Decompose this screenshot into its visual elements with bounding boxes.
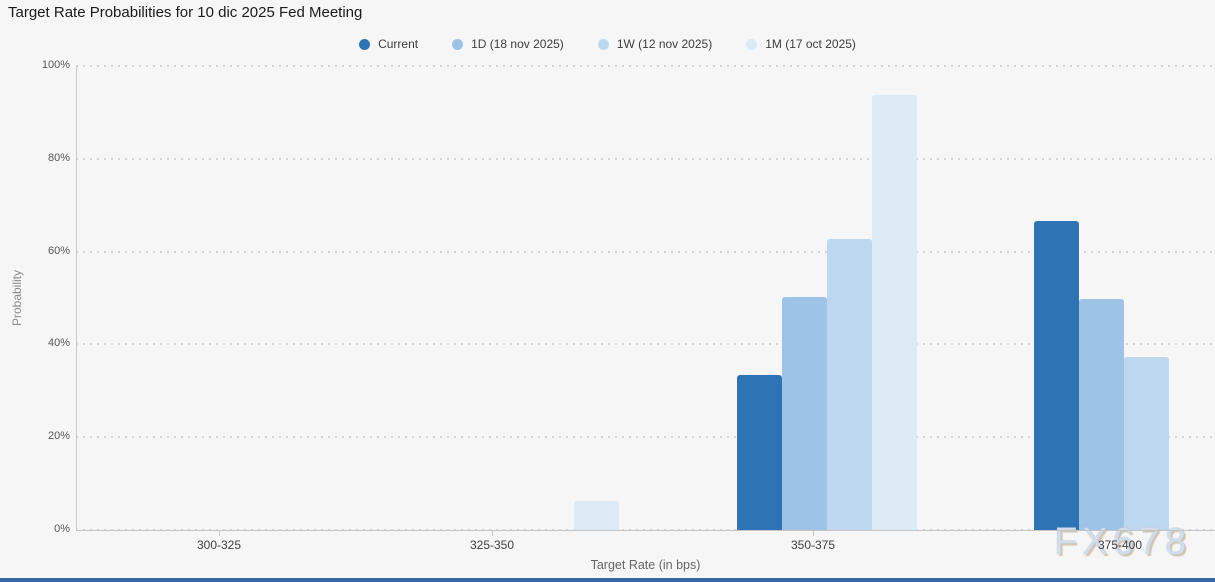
y-gridline (76, 343, 1215, 346)
y-tick-label: 0% (54, 523, 70, 535)
y-gridline (76, 250, 1215, 253)
bar-1d-375-400[interactable] (1079, 298, 1124, 530)
legend-label: 1D (18 nov 2025) (471, 37, 564, 51)
legend-label: Current (378, 37, 419, 51)
bar-current-375-400[interactable] (1034, 221, 1079, 530)
x-tick-mark (1120, 531, 1121, 536)
chart-title: Target Rate Probabilities for 10 dic 202… (8, 4, 363, 21)
y-axis-title: Probability (10, 269, 24, 327)
x-tick-label-350-375: 350-375 (790, 538, 836, 552)
bar-1d-350-375[interactable] (782, 297, 827, 530)
legend-marker-icon (746, 38, 758, 50)
y-tick-label: 100% (41, 59, 70, 71)
bar-1m-325-350[interactable] (574, 500, 619, 530)
y-tick-label: 60% (47, 244, 70, 257)
x-tick-mark (813, 531, 814, 536)
legend-label: 1M (17 oct 2025) (765, 37, 856, 51)
x-tick-mark (492, 531, 493, 536)
y-gridline (76, 157, 1215, 160)
y-gridline (76, 436, 1215, 439)
y-axis-line (76, 66, 77, 530)
bar-1m-350-375[interactable] (872, 95, 917, 530)
bar-1w-375-400[interactable] (1124, 357, 1169, 530)
legend-item-1m[interactable]: 1M (17 oct 2025) (746, 37, 856, 51)
legend-marker-icon (597, 38, 609, 50)
x-tick-mark (219, 531, 220, 536)
y-tick-label: 20% (47, 430, 70, 443)
x-axis-title: Target Rate (in bps) (590, 558, 701, 572)
legend-label: 1W (12 nov 2025) (616, 37, 713, 51)
x-tick-label-375-400: 375-400 (1097, 538, 1143, 552)
bar-current-350-375[interactable] (737, 374, 782, 530)
x-tick-label-325-350: 325-350 (469, 538, 515, 552)
bottom-edge-strip (0, 578, 1215, 582)
x-tick-label-300-325: 300-325 (196, 538, 242, 552)
x-axis-line (76, 530, 1215, 531)
fx678-watermark: FX678 (1054, 521, 1191, 563)
legend-item-1d[interactable]: 1D (18 nov 2025) (452, 37, 564, 51)
legend-marker-icon (452, 38, 464, 50)
y-tick-label: 40% (47, 337, 70, 350)
bar-1w-350-375[interactable] (827, 238, 872, 530)
legend-marker-icon (359, 38, 371, 50)
legend-item-current[interactable]: Current (359, 37, 418, 51)
chart-legend: Current 1D (18 nov 2025) 1W (12 nov 2025) 1… (0, 37, 1215, 51)
legend-item-1w[interactable]: 1W (12 nov 2025) (597, 37, 713, 51)
y-gridline (76, 65, 1215, 67)
y-tick-label: 80% (47, 151, 70, 164)
